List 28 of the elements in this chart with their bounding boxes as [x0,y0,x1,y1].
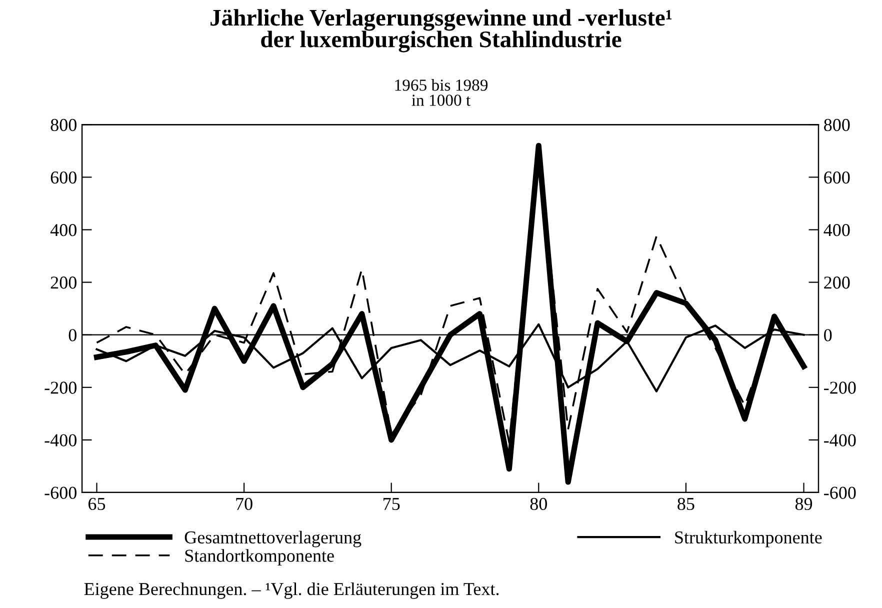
y2-tick-label: 800 [824,118,850,132]
x-tick-label: 89 [795,498,812,510]
x-tick-label: 85 [678,498,694,510]
legend-label: Standortkomponente [185,549,334,566]
y-tick-label: 0 [68,329,76,342]
y2-tick-label: -600 [824,486,856,499]
x-tick-label: 65 [88,498,106,510]
y-tick-label: 200 [50,276,76,289]
chart-subtitle: 1965 bis 1989 in 1000 t [395,79,488,106]
y-tick-label: -400 [44,434,76,446]
y-tick-label: 800 [50,118,76,132]
text: Eigene Berechnungen. – ¹Vgl. die Erläuterungen im Text. [84,582,499,599]
y2-tick-label: 0 [824,329,832,342]
y-tick-label: 600 [50,171,76,184]
y2-tick-label: 400 [824,224,850,236]
x-tick-label: 80 [530,498,547,510]
y-tick-label: 400 [50,224,76,236]
y-tick-label: -600 [44,486,76,499]
y2-tick-label: -400 [824,434,856,446]
y-tick-label: -200 [44,382,76,394]
legend-label: Strukturkomponente [675,530,822,548]
chart-title: Jährliche Verlagerungsgewinne und -verluste¹ der luxemburgischen Stahlindustrie [210,9,672,52]
y2-tick-label: 200 [824,276,850,289]
y2-tick-label: -200 [824,382,856,394]
x-tick-label: 75 [384,498,400,510]
y2-tick-label: 600 [824,171,850,184]
legend-label: Gesamtnettoverlagerung [184,530,362,548]
x-tick-label: 70 [236,498,252,510]
